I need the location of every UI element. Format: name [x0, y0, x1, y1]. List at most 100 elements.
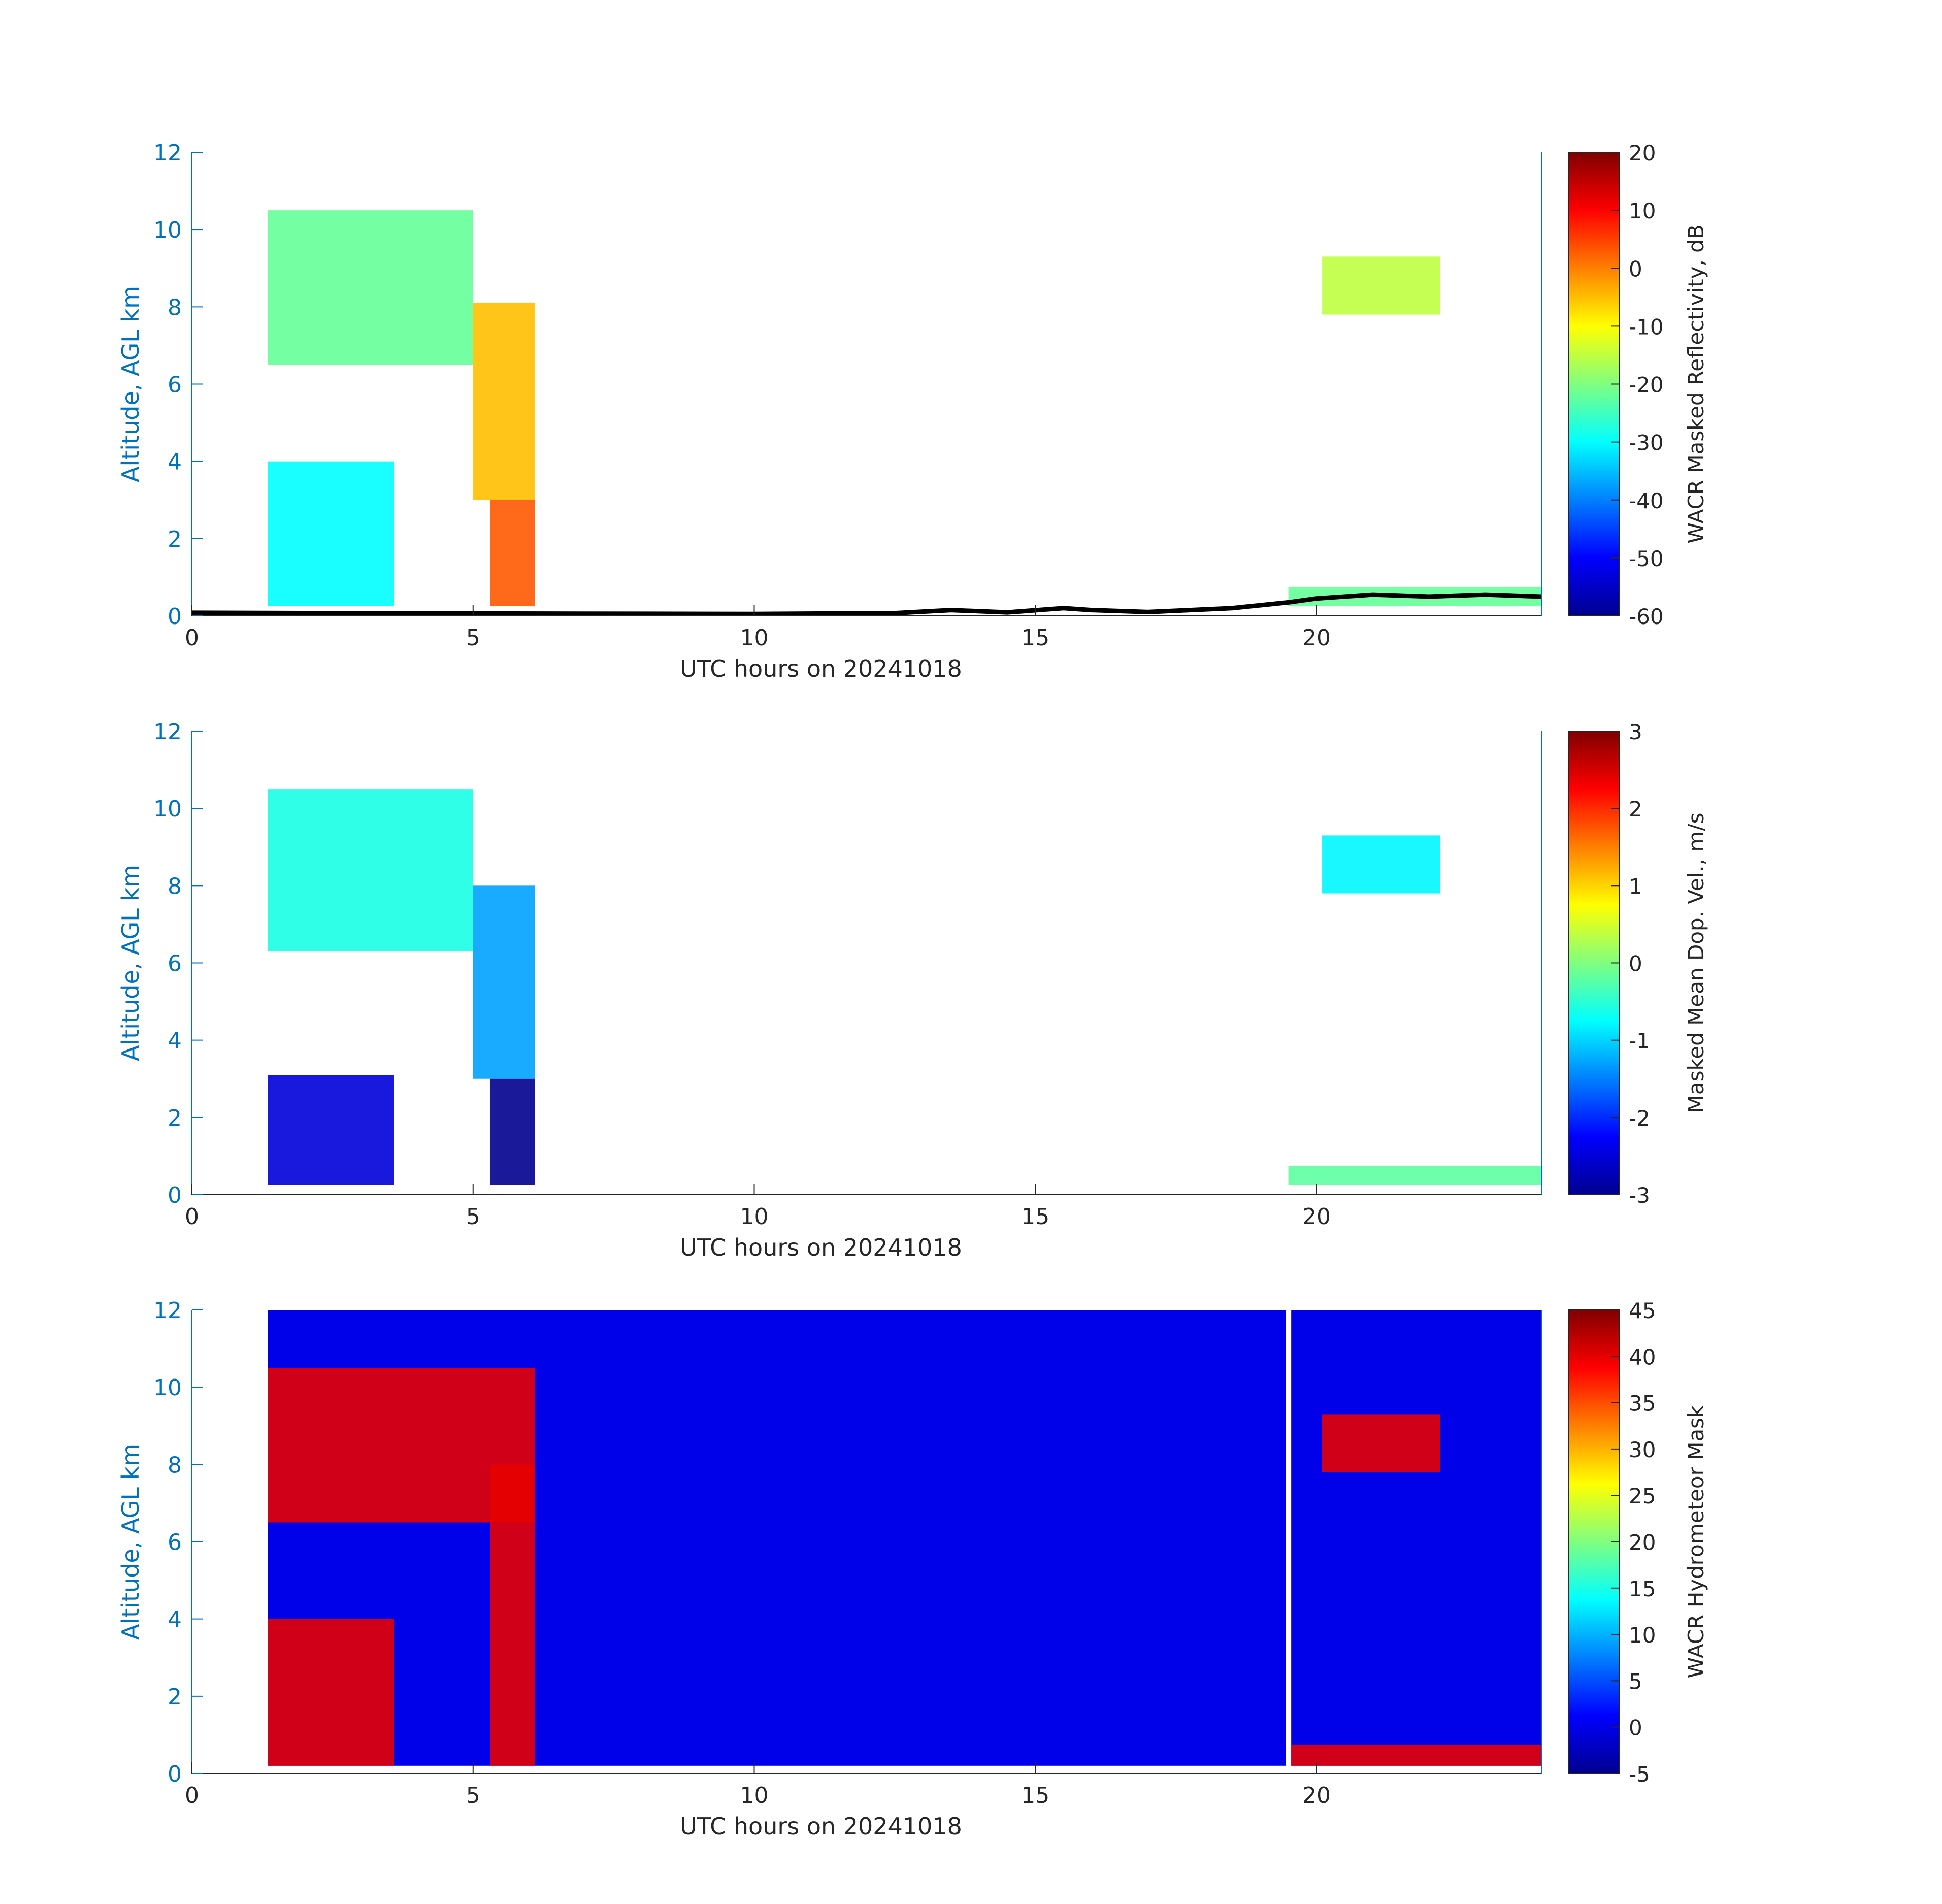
cloud-region: [1322, 835, 1440, 894]
x-tick-label: 15: [1021, 1204, 1049, 1230]
colorbar-tick-label: 45: [1629, 1298, 1656, 1323]
y-tick-label: 12: [153, 140, 182, 166]
x-tick-label: 5: [466, 1204, 480, 1230]
y-tick-label: 0: [168, 1183, 182, 1208]
y-tick-label: 0: [168, 604, 182, 630]
y-tick-label: 4: [168, 1607, 182, 1633]
colorbar-gradient: [1568, 152, 1620, 616]
colorbar-tick-label: 10: [1629, 1623, 1656, 1648]
x-tick-label: 5: [466, 625, 480, 651]
colorbar-tick-label: -5: [1629, 1762, 1650, 1787]
colorbar-tick-label: 2: [1629, 797, 1642, 822]
cloud-region: [268, 461, 394, 606]
panel-3: 0 2 4 6 8 10 12 0 5 10 15 20 UTC hours on 20241018 Al…: [117, 1298, 1708, 1840]
cloud-region: [268, 1619, 394, 1766]
colorbar-tick-label: -50: [1629, 546, 1664, 571]
x-tick-label: 15: [1021, 625, 1049, 651]
cloud-region: [268, 210, 473, 365]
y-axis-label: Altitude, AGL km: [117, 865, 144, 1061]
colorbar-gradient: [1568, 1309, 1620, 1774]
panel-1: 0 2 4 6 8 10 12 0 5 10 15 20 UTC hours on 20241018 Al…: [117, 140, 1708, 682]
colorbar-tick-label: -1: [1629, 1029, 1650, 1054]
y-tick-label: 10: [153, 796, 182, 822]
colorbar-tick-label: 30: [1629, 1437, 1656, 1462]
y-tick-label: 0: [168, 1761, 182, 1787]
colorbar-tick-label: 3: [1629, 719, 1642, 744]
colorbar-tick-label: 0: [1629, 951, 1642, 976]
colorbar-tick-label: 20: [1629, 1530, 1656, 1555]
y-tick-label: 2: [168, 1684, 182, 1710]
y-tick-label: 2: [168, 527, 182, 552]
y-tick-label: 8: [168, 294, 182, 320]
x-tick-label: 5: [466, 1783, 480, 1809]
colorbar-gradient: [1568, 731, 1620, 1195]
y-tick-label: 8: [168, 1452, 182, 1478]
colorbar-tick-label: 40: [1629, 1344, 1656, 1369]
colorbar-tick-label: -20: [1629, 373, 1664, 398]
x-tick-label: 20: [1302, 625, 1331, 651]
cloud-region: [473, 885, 535, 1079]
y-tick-label: 6: [168, 1530, 182, 1556]
y-tick-label: 6: [168, 372, 182, 398]
cloud-region: [268, 1075, 394, 1185]
y-tick-label: 2: [168, 1105, 182, 1131]
cloud-region: [489, 1078, 535, 1185]
colorbar: 3 2 1 0 -1 -2 -3 Masked Mean Dop. Vel., m/s: [1568, 719, 1708, 1208]
plot-area: [192, 210, 1541, 616]
colorbar-tick-label: -60: [1629, 604, 1664, 629]
colorbar-tick-label: 5: [1629, 1669, 1642, 1694]
colorbar-tick-label: -10: [1629, 314, 1664, 339]
x-tick-label: 20: [1302, 1783, 1331, 1809]
colorbar-label: WACR Hydrometeor Mask: [1684, 1405, 1708, 1678]
x-axis-label: UTC hours on 20241018: [680, 655, 962, 682]
y-tick-label: 12: [153, 1298, 182, 1324]
y-tick-label: 10: [153, 1375, 182, 1401]
cloud-region: [489, 1464, 535, 1766]
colorbar-tick-label: 10: [1629, 199, 1656, 223]
x-tick-label: 0: [185, 1204, 199, 1230]
x-tick-label: 0: [185, 1783, 199, 1809]
colorbar-tick-label: 25: [1629, 1484, 1656, 1508]
cloud-region: [473, 303, 535, 500]
colorbar-tick-label: -40: [1629, 488, 1664, 513]
colorbar-tick-label: 1: [1629, 874, 1642, 899]
colorbar-tick-label: -30: [1629, 431, 1664, 455]
y-axis-label: Altitude, AGL km: [117, 286, 144, 482]
cloud-region: [489, 500, 535, 606]
colorbar: 45 40 35 30 25 20 15 10 5 0 -5 WACR Hydrometeor Mas…: [1568, 1298, 1708, 1787]
colorbar-tick-label: -3: [1629, 1183, 1650, 1208]
y-tick-label: 4: [168, 449, 182, 475]
colorbar-tick-label: 15: [1629, 1577, 1656, 1601]
colorbar-tick-label: 20: [1629, 141, 1656, 166]
cloud-region: [1322, 256, 1440, 315]
y-tick-label: 4: [168, 1028, 182, 1054]
plot-area: [268, 789, 1541, 1185]
colorbar-tick-label: 35: [1629, 1391, 1656, 1416]
y-tick-label: 8: [168, 873, 182, 899]
cloud-base-line: [192, 592, 1541, 616]
colorbar-label: Masked Mean Dop. Vel., m/s: [1684, 813, 1708, 1113]
cloud-region: [1322, 1414, 1440, 1472]
colorbar-tick-label: 0: [1629, 1716, 1642, 1741]
cloud-region: [1288, 1165, 1541, 1185]
y-tick-label: 6: [168, 951, 182, 977]
colorbar: 20 10 0 -10 -20 -30 -40 -50 -60 WACR Masked Refle…: [1568, 141, 1708, 629]
data-gap: [1286, 1310, 1292, 1774]
cloud-region: [1291, 1744, 1541, 1766]
x-tick-label: 10: [740, 1783, 769, 1809]
cloud-region: [268, 789, 473, 951]
y-tick-label: 12: [153, 719, 182, 745]
x-axis-label: UTC hours on 20241018: [680, 1813, 962, 1840]
x-tick-label: 10: [740, 625, 769, 651]
x-tick-label: 15: [1021, 1783, 1049, 1809]
x-tick-label: 20: [1302, 1204, 1331, 1230]
colorbar-tick-label: 0: [1629, 256, 1642, 281]
plot-area: [268, 1310, 1541, 1774]
colorbar-tick-label: -2: [1629, 1106, 1650, 1131]
x-tick-label: 10: [740, 1204, 769, 1230]
x-axis-label: UTC hours on 20241018: [680, 1234, 962, 1261]
x-tick-label: 0: [185, 625, 199, 651]
colorbar-label: WACR Masked Reflectivity, dB: [1684, 224, 1708, 543]
